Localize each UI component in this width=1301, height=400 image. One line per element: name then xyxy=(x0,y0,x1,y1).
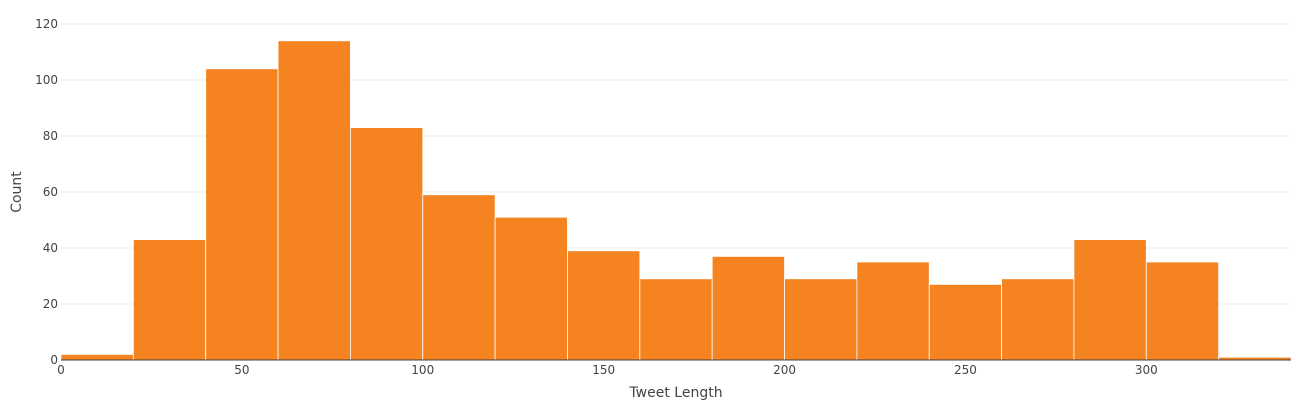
histogram-bar xyxy=(784,278,858,361)
y-tick-label: 20 xyxy=(43,297,58,311)
histogram-bar xyxy=(277,40,351,361)
histogram-bar xyxy=(60,353,134,361)
histogram-bar xyxy=(494,216,568,361)
bars xyxy=(60,40,1292,361)
histogram-bar xyxy=(928,283,1002,361)
x-tick-label: 300 xyxy=(1135,363,1158,377)
histogram-bar xyxy=(1073,239,1147,361)
histogram-bar xyxy=(422,194,496,361)
histogram-bar xyxy=(567,250,641,361)
y-tick-label: 100 xyxy=(35,73,58,87)
histogram-bar xyxy=(205,68,279,361)
histogram-bar xyxy=(711,255,785,361)
x-tick-label: 50 xyxy=(234,363,249,377)
y-tick-label: 60 xyxy=(43,185,58,199)
x-tick-label: 150 xyxy=(592,363,615,377)
y-tick-label: 120 xyxy=(35,17,58,31)
y-axis-title: Count xyxy=(9,171,25,213)
y-tick-label: 0 xyxy=(50,353,58,367)
axes: 0 20 40 60 80 100 120 0 50 100 150 200 250 300 xyxy=(35,17,1291,377)
x-axis-title: Tweet Length xyxy=(628,385,722,400)
histogram-bar xyxy=(132,239,207,361)
x-tick-label: 250 xyxy=(954,363,977,377)
y-tick-label: 40 xyxy=(43,241,58,255)
x-tick-label: 100 xyxy=(411,363,434,377)
histogram-bar xyxy=(1001,278,1075,361)
x-tick-label: 200 xyxy=(773,363,796,377)
histogram-bar xyxy=(350,127,424,361)
x-tick-label: 0 xyxy=(57,363,65,377)
histogram-bar xyxy=(639,278,713,361)
y-tick-label: 80 xyxy=(43,129,58,143)
histogram-bar xyxy=(1145,261,1220,361)
histogram-bar xyxy=(856,261,930,361)
